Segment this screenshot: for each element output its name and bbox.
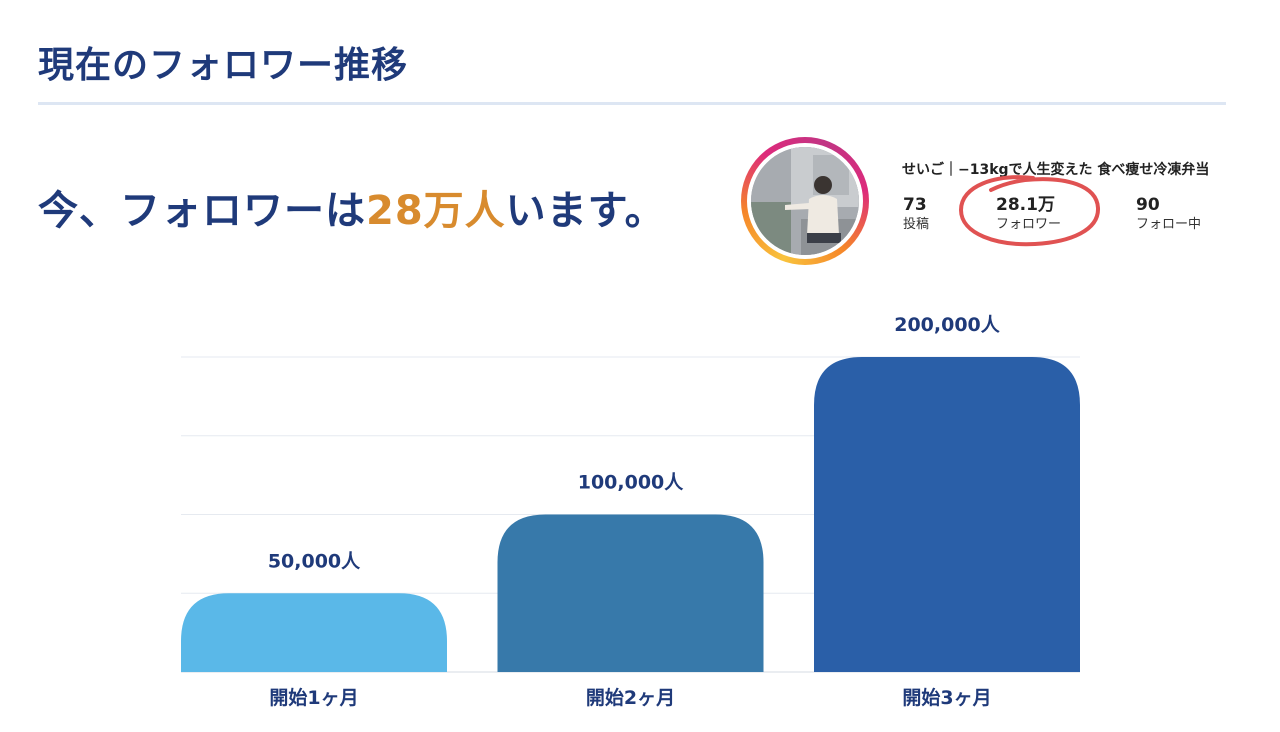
headline-suffix: います。 bbox=[505, 188, 666, 234]
bar bbox=[814, 357, 1080, 672]
bar-value-label: 200,000人 bbox=[894, 314, 1001, 336]
bar bbox=[497, 514, 764, 672]
stat-following-label: フォロー中 bbox=[1136, 217, 1202, 232]
title-divider bbox=[38, 102, 1226, 105]
avatar[interactable] bbox=[747, 143, 863, 259]
profile-name[interactable]: せいご｜−13kgで人生変えた 食べ痩せ冷凍弁当 bbox=[902, 162, 1210, 178]
headline: 今、フォロワーは28万人います。 bbox=[38, 178, 666, 236]
stat-posts-value: 73 bbox=[903, 195, 927, 215]
bar-value-label: 100,000人 bbox=[578, 472, 685, 494]
avatar-story-ring[interactable] bbox=[741, 137, 869, 265]
headline-highlight: 28万人 bbox=[366, 188, 506, 234]
stat-posts-label: 投稿 bbox=[903, 217, 930, 232]
x-tick-label: 開始1ヶ月 bbox=[269, 686, 358, 709]
stat-posts[interactable]: 73 投稿 bbox=[903, 194, 929, 234]
bar-value-label: 50,000人 bbox=[268, 550, 361, 572]
x-tick-label: 開始2ヶ月 bbox=[586, 686, 675, 709]
x-tick-label: 開始3ヶ月 bbox=[902, 686, 991, 709]
page-title: 現在のフォロワー推移 bbox=[38, 45, 409, 86]
headline-prefix: 今、フォロワーは bbox=[38, 188, 366, 234]
bar bbox=[181, 593, 447, 672]
stat-following-value: 90 bbox=[1136, 195, 1160, 215]
stat-following[interactable]: 90 フォロー中 bbox=[1136, 194, 1201, 234]
